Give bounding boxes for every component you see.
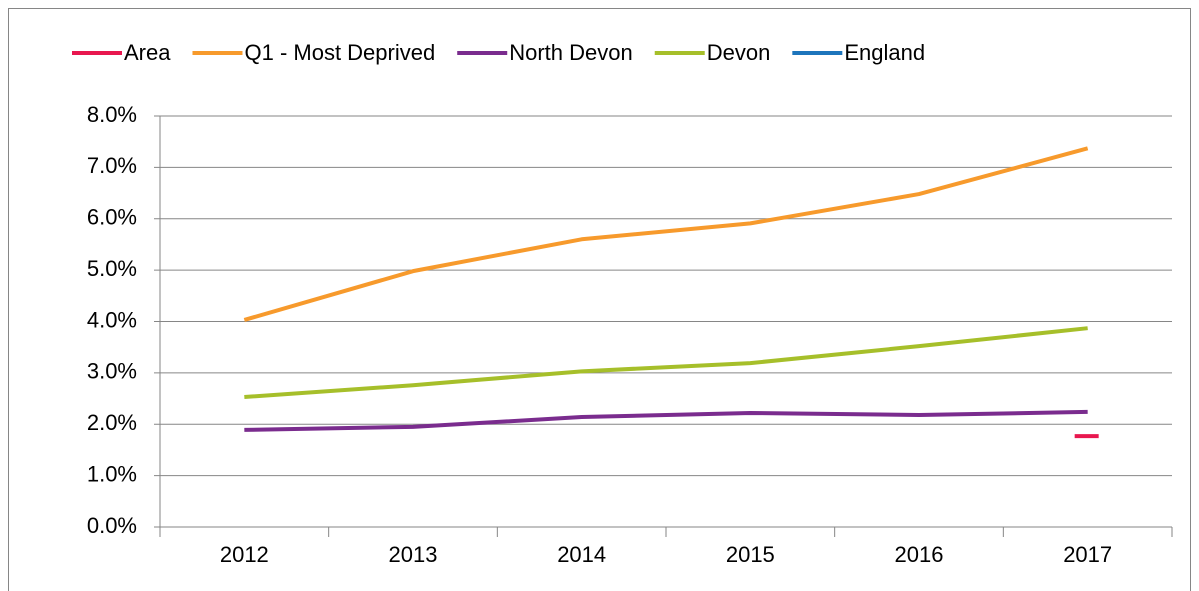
series-line [244, 409, 1088, 432]
legend-label: Area [124, 40, 171, 65]
x-tick-label: 2016 [895, 542, 944, 567]
legend-label: North Devon [509, 40, 633, 65]
y-tick-label: 1.0% [87, 461, 137, 486]
y-tick-label: 3.0% [87, 359, 137, 384]
legend-label: Q1 - Most Deprived [244, 40, 435, 65]
x-tick-label: 2014 [557, 542, 606, 567]
x-tick-label: 2017 [1063, 542, 1112, 567]
y-tick-label: 8.0% [87, 102, 137, 127]
legend-label: Devon [707, 40, 771, 65]
y-tick-label: 6.0% [87, 205, 137, 230]
series-line [243, 146, 1089, 322]
legend-label: England [844, 40, 925, 65]
x-tick-label: 2013 [389, 542, 438, 567]
x-tick-label: 2012 [220, 542, 269, 567]
series-line [244, 326, 1088, 400]
x-tick-label: 2015 [726, 542, 775, 567]
y-tick-label: 4.0% [87, 307, 137, 332]
y-tick-label: 2.0% [87, 410, 137, 435]
y-tick-label: 0.0% [87, 513, 137, 538]
y-tick-label: 5.0% [87, 256, 137, 281]
chart-frame [8, 8, 1191, 591]
y-tick-label: 7.0% [87, 153, 137, 178]
